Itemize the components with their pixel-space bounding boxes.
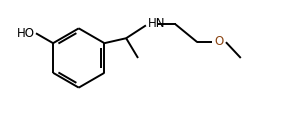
Text: O: O [214, 34, 224, 47]
Text: HO: HO [17, 27, 35, 40]
Text: HN: HN [148, 17, 166, 30]
